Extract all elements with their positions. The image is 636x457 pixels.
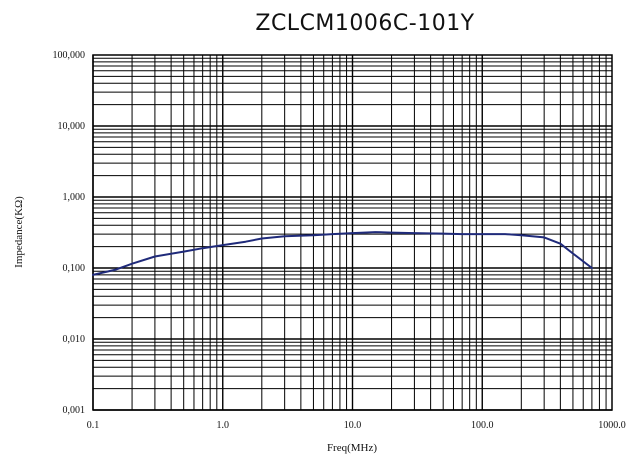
y-tick-label: 0,100 [63,263,86,274]
y-tick-label: 0,001 [63,405,86,416]
tick-labels: 0.1 1.0 10.0 100.0 1000.0 0,001 0,010 0,100 1,00… [53,50,626,431]
grid-lines [92,55,612,411]
plot-frame [92,54,613,411]
x-tick-label: 100.0 [471,420,494,431]
y-tick-label: 1,000 [63,192,86,203]
y-axis-label: Impedance(KΩ) [13,196,25,268]
y-tick-label: 100,000 [53,50,86,61]
y-tick-label: 0,010 [63,334,86,345]
y-tick-label: 10,000 [58,121,86,132]
x-tick-label: 1000.0 [598,420,626,431]
chart-title: ZCLCM1006C-101Y [255,11,474,36]
x-axis-label: Freq(MHz) [327,442,377,454]
x-tick-label: 10.0 [344,420,362,431]
series-layer [92,231,593,276]
x-tick-label: 1.0 [217,420,230,431]
x-tick-label: 0.1 [87,420,100,431]
impedance-series-line [92,231,593,276]
